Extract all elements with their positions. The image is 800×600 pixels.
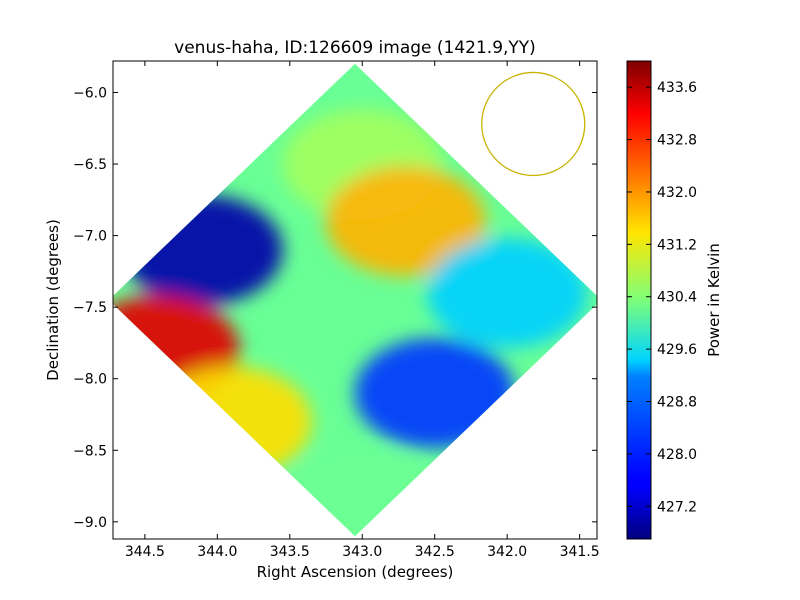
x-axis-label: Right Ascension (degrees) — [257, 563, 454, 581]
colorbar-ticks: 433.6 432.8 432.0 431.2 430.4 429.6 428.8 428.0… — [627, 80, 697, 515]
y-axis-label: Declination (degrees) — [44, 219, 62, 381]
heatmap-region-6 — [354, 338, 515, 449]
beam-layer — [481, 71, 586, 177]
colorbar-tick-label: 432.0 — [657, 185, 697, 201]
colorbar-tick-label: 430.4 — [657, 290, 697, 306]
colorbar-tick-label: 431.2 — [657, 237, 697, 253]
colorbar-tick-label: 428.0 — [657, 447, 697, 463]
heatmap-region-2 — [151, 366, 312, 477]
y-tick-label: −7.0 — [73, 229, 107, 245]
y-tick-label: −8.5 — [73, 443, 107, 459]
colorbar-tick-label: 433.6 — [657, 80, 697, 96]
colorbar-gradient — [626, 60, 652, 540]
plot-frame — [112, 60, 598, 540]
colorbar-label: Power in Kelvin — [705, 243, 723, 357]
x-tick-label: 342.5 — [415, 544, 455, 560]
chart-title: venus-haha, ID:126609 image (1421.9,YY) — [174, 38, 536, 58]
heatmap-region-5 — [427, 237, 588, 348]
y-tick-label: −8.0 — [73, 372, 107, 388]
heatmap-region-4 — [325, 166, 486, 277]
colorbar: 433.6 432.8 432.0 431.2 430.4 429.6 428.8 428.0… — [626, 60, 723, 540]
y-tick-label: −6.5 — [73, 157, 107, 173]
x-tick-label: 343.5 — [270, 544, 310, 560]
x-tick-label: 342.0 — [487, 544, 527, 560]
y-tick-label: −9.0 — [73, 515, 107, 531]
heatmap-region-0 — [122, 194, 283, 305]
colorbar-tick-label: 432.8 — [657, 133, 697, 149]
colorbar-tick-label: 427.2 — [657, 499, 697, 515]
colorbar-tick-label: 429.6 — [657, 342, 697, 358]
x-tick-label: 344.5 — [125, 544, 165, 560]
y-tick-label: −6.0 — [73, 85, 107, 101]
y-tick-label: −7.5 — [73, 300, 107, 316]
x-tick-label: 343.0 — [342, 544, 382, 560]
plot-area — [113, 63, 597, 537]
x-tick-label: 341.5 — [560, 544, 600, 560]
colorbar-tick-label: 428.8 — [657, 394, 697, 410]
x-axis: 344.5 344.0 343.5 343.0 342.5 342.0 341.5 — [125, 61, 600, 560]
heatmap-image — [113, 63, 597, 537]
y-axis: −6.0 −6.5 −7.0 −7.5 −8.0 −8.5 −9.0 — [73, 85, 597, 531]
x-tick-label: 344.0 — [197, 544, 237, 560]
beam-circle — [481, 71, 586, 177]
